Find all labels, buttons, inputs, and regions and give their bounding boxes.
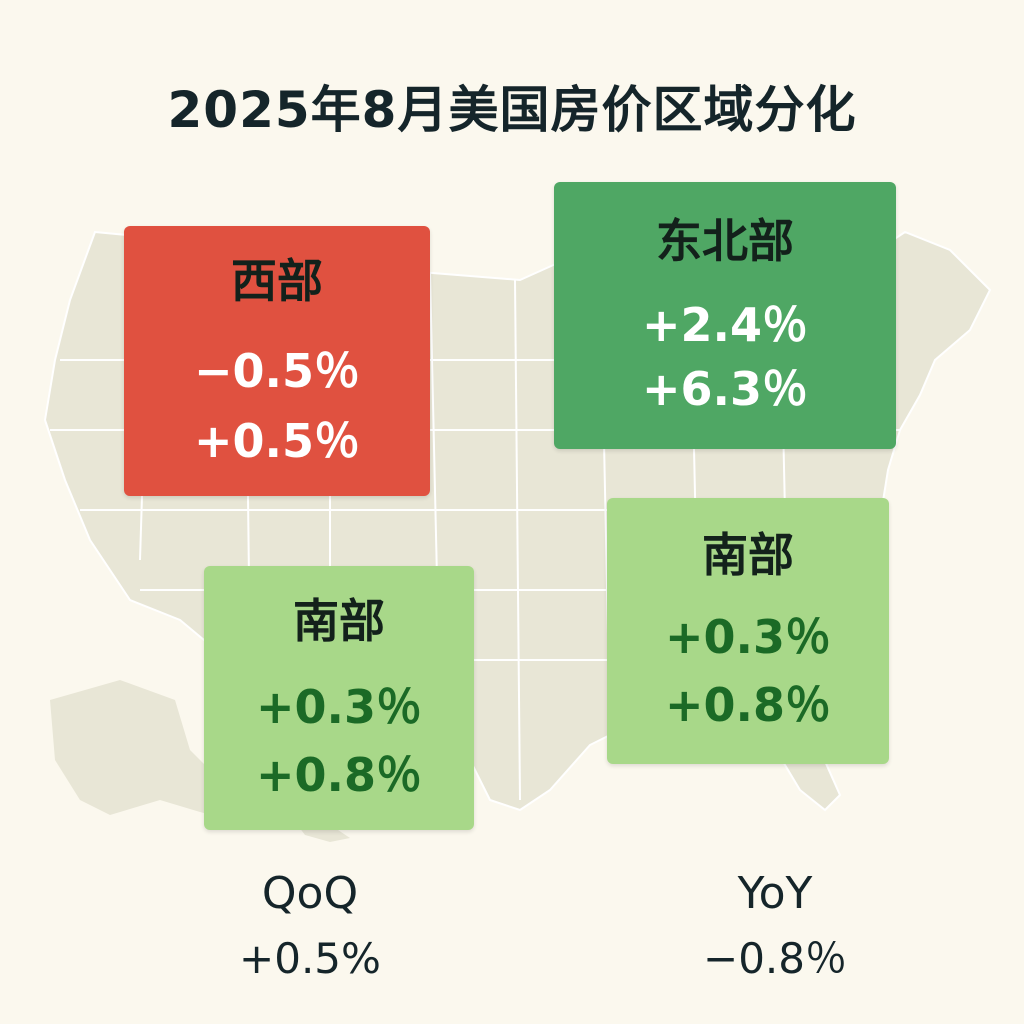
page-title: 2025年8月美国房价区域分化 [167,81,857,139]
region-yoy-value: +6.3％ [641,362,809,416]
region-qoq-value: +0.3％ [664,610,832,664]
region-card-northeast: 东北部 +2.4％ +6.3％ [554,182,896,449]
region-name: 西部 [231,254,323,308]
region-name: 东北部 [656,214,794,268]
summary-yoy-label: YoY [737,868,813,919]
region-yoy-value: +0.8％ [255,748,423,802]
region-yoy-value: +0.8％ [664,678,832,732]
alaska-shape [50,680,250,825]
summary-qoq-value: +0.5% [239,934,381,983]
region-card-south-left: 南部 +0.3％ +0.8％ [204,566,474,830]
summary-qoq-label: QoQ [261,868,359,919]
summary-yoy: YoY −0.8％ [680,872,870,980]
region-card-west: 西部 −0.5％ +0.5％ [124,226,430,496]
summary-qoq: QoQ +0.5% [230,872,390,980]
region-name: 南部 [702,528,794,582]
region-qoq-value: +2.4％ [641,298,809,352]
region-yoy-value: +0.5％ [193,414,361,468]
region-qoq-value: +0.3％ [255,680,423,734]
region-qoq-value: −0.5％ [193,344,361,398]
summary-yoy-value: −0.8％ [703,934,847,983]
region-card-south-right: 南部 +0.3％ +0.8％ [607,498,889,764]
region-name: 南部 [293,594,385,648]
